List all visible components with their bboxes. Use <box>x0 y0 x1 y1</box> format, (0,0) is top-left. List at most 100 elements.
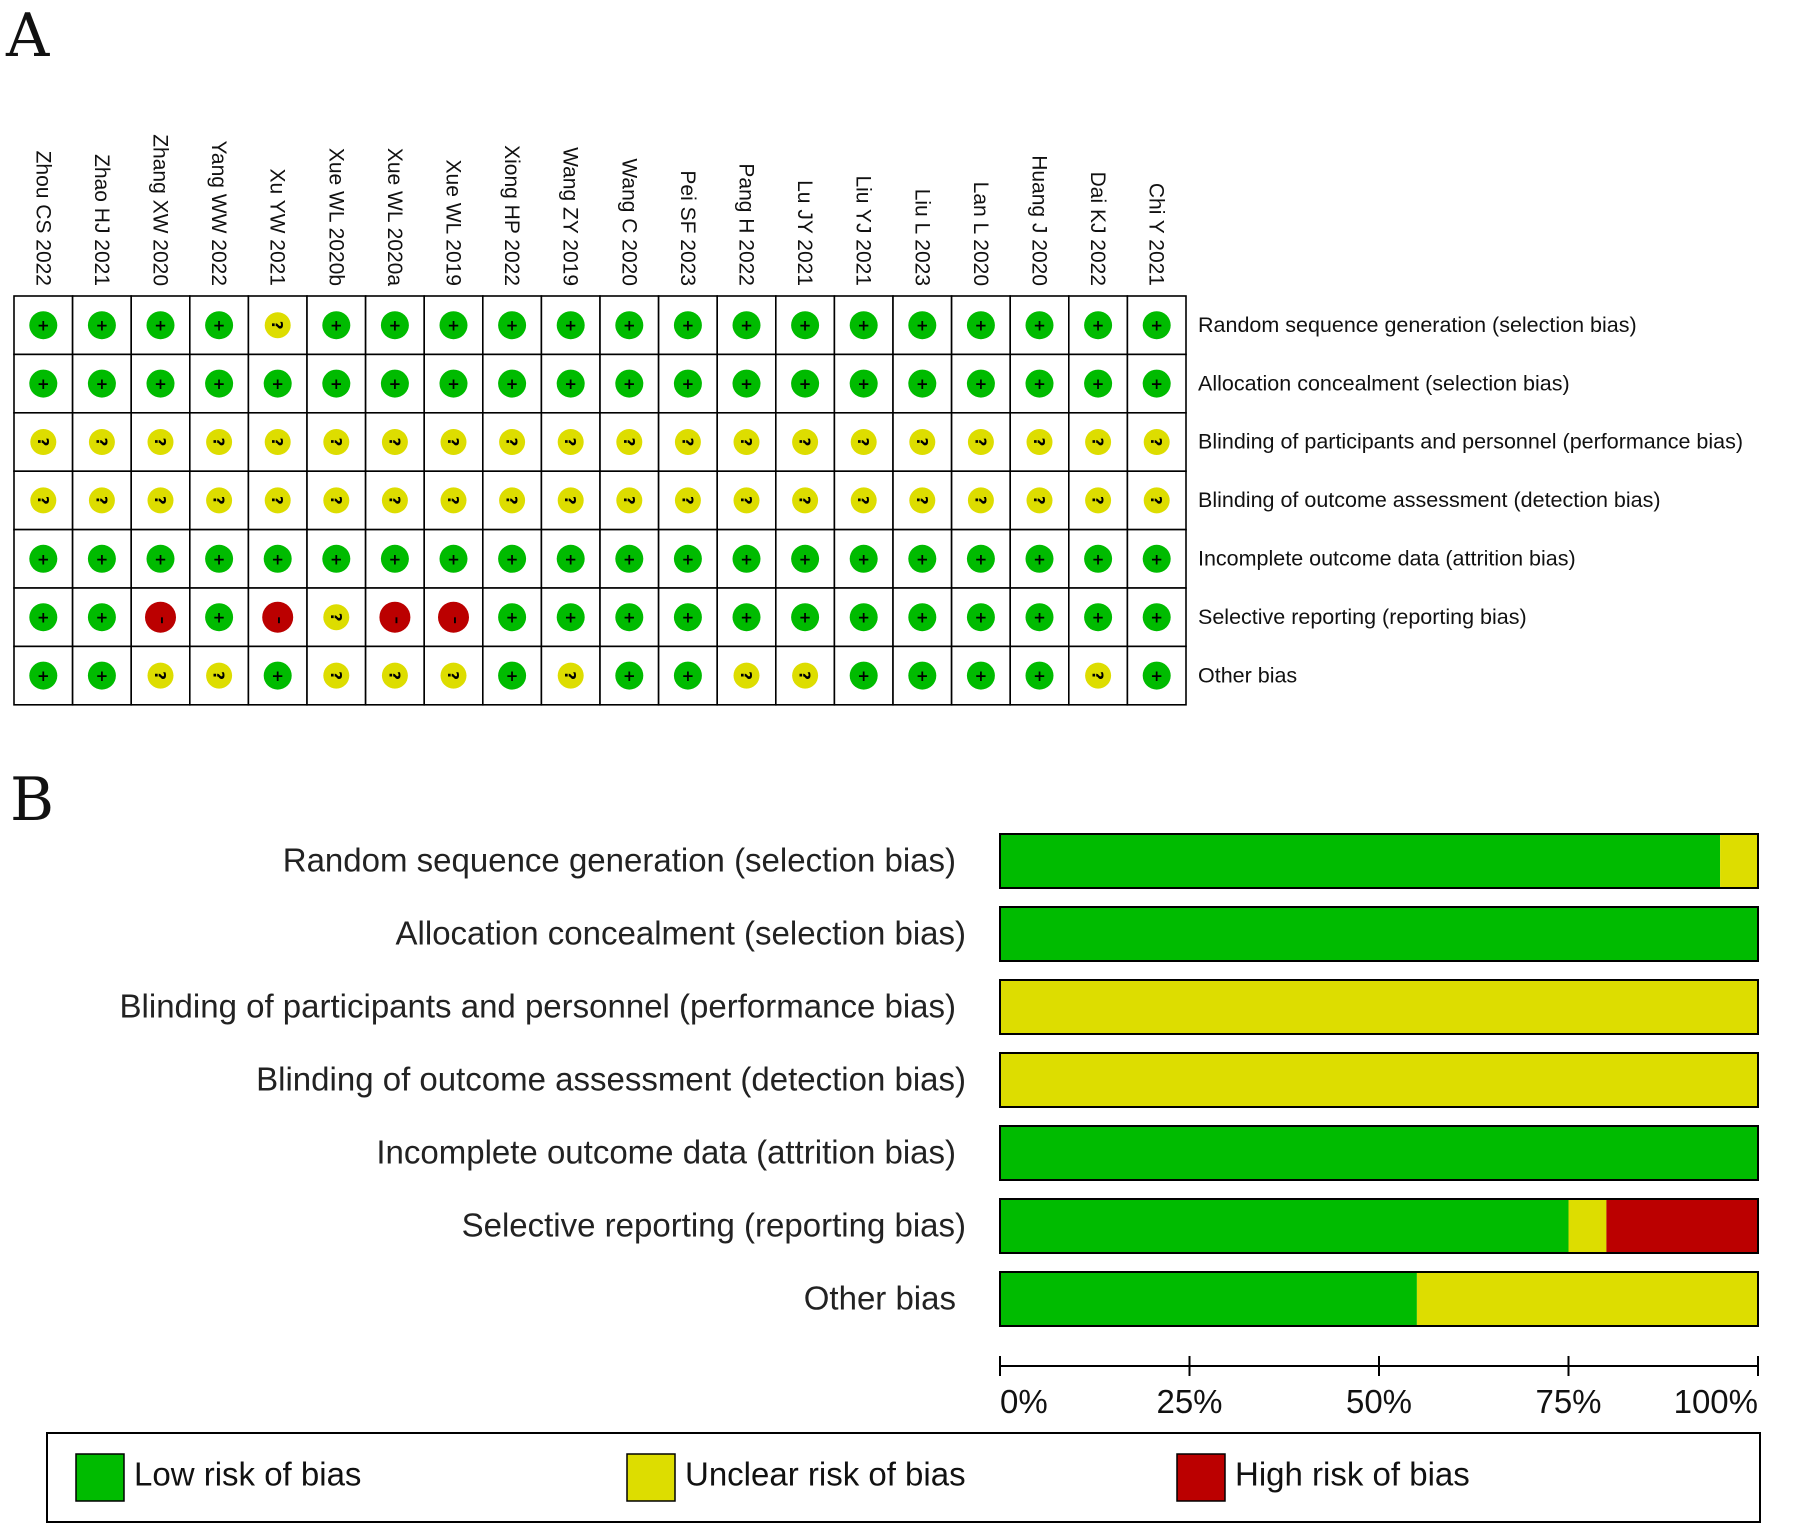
judgement-unclear <box>1143 487 1170 514</box>
judgement-unclear <box>1026 487 1053 514</box>
judgement-symbol: + <box>1092 609 1105 627</box>
study-label: Liu L 2023 <box>910 189 933 286</box>
judgement-low <box>966 661 995 690</box>
grid-cell <box>657 295 718 356</box>
judgement-unclear <box>1143 429 1170 455</box>
judgement-low <box>615 369 644 398</box>
graph-domain-label: Random sequence generation (selection bi… <box>283 842 956 879</box>
judgement-symbol: ? <box>1147 496 1165 505</box>
judgement-unclear <box>264 487 291 514</box>
judgement-low <box>908 311 937 340</box>
judgement-low <box>498 661 527 690</box>
graph-domain-label: Incomplete outcome data (attrition bias) <box>376 1134 956 1171</box>
x-tick-label: 25% <box>1156 1383 1222 1420</box>
judgement-symbol: + <box>916 667 929 685</box>
study-label: Wang ZY 2019 <box>559 147 582 286</box>
judgement-unclear <box>733 662 760 689</box>
judgement-symbol: + <box>96 317 109 335</box>
judgement-symbol: ? <box>34 496 52 505</box>
bar-outline <box>999 906 1759 962</box>
judgement-low <box>556 369 585 398</box>
judgement-low <box>498 544 527 573</box>
judgement-symbol: + <box>1033 550 1046 568</box>
judgement-symbol: + <box>623 317 636 335</box>
judgement-low <box>615 311 644 340</box>
study-label: Dai KJ 2022 <box>1086 172 1109 286</box>
bar-segment-unclear <box>1568 1199 1607 1253</box>
judgement-symbol: + <box>740 609 753 627</box>
judgement-symbol: + <box>506 550 519 568</box>
judgement-symbol: ? <box>268 496 286 505</box>
judgement-symbol: + <box>37 317 50 335</box>
judgement-symbol: + <box>682 375 695 393</box>
judgement-low <box>87 311 116 340</box>
judgement-symbol: ? <box>385 438 403 447</box>
judgement-unclear <box>909 429 936 455</box>
judgement-symbol: + <box>623 550 636 568</box>
judgement-symbol: + <box>96 550 109 568</box>
judgement-symbol: – <box>271 616 289 624</box>
judgement-low <box>29 311 58 340</box>
judgement-symbol: ? <box>210 438 228 447</box>
judgement-unclear <box>792 487 819 514</box>
judgement-symbol: ? <box>1030 438 1048 447</box>
judgement-unclear <box>674 429 701 455</box>
study-label: Zhou CS 2022 <box>31 151 54 286</box>
judgement-symbol: + <box>1150 609 1163 627</box>
judgement-unclear <box>1026 429 1053 455</box>
study-label: Xue WL 2020b <box>324 148 347 286</box>
judgement-symbol: + <box>506 667 519 685</box>
judgement-unclear <box>440 487 467 514</box>
judgement-symbol: ? <box>268 438 286 447</box>
judgement-symbol: ? <box>971 496 989 505</box>
judgement-symbol: + <box>1150 550 1163 568</box>
judgement-symbol: ? <box>913 438 931 447</box>
judgement-unclear <box>323 487 350 514</box>
judgement-symbol: + <box>213 609 226 627</box>
bar-segment-low <box>1000 1272 1417 1326</box>
judgement-high <box>379 601 411 633</box>
judgement-symbol: ? <box>151 496 169 505</box>
judgement-unclear <box>88 487 115 514</box>
judgement-unclear <box>850 429 877 455</box>
judgement-symbol: ? <box>1089 496 1107 505</box>
judgement-low <box>380 311 409 340</box>
judgement-symbol: + <box>857 550 870 568</box>
judgement-low <box>556 311 585 340</box>
judgement-symbol: ? <box>737 438 755 447</box>
judgement-low <box>849 311 878 340</box>
judgement-symbol: + <box>740 550 753 568</box>
judgement-low <box>146 544 175 573</box>
grid-cell <box>189 528 250 589</box>
judgement-high <box>262 601 294 633</box>
judgement-symbol: + <box>213 550 226 568</box>
grid-cell <box>71 411 132 472</box>
judgement-symbol: + <box>271 550 284 568</box>
judgement-low <box>673 311 702 340</box>
judgement-symbol: ? <box>503 496 521 505</box>
judgement-unclear <box>967 487 994 514</box>
judgement-low <box>1084 311 1113 340</box>
judgement-symbol: + <box>96 375 109 393</box>
judgement-symbol: ? <box>1089 438 1107 447</box>
summary-domain-label: Allocation concealment (selection bias) <box>1198 371 1570 395</box>
judgement-low <box>1142 369 1171 398</box>
grid-cell <box>599 645 660 706</box>
study-label: Wang C 2020 <box>617 158 640 286</box>
grid-cell <box>950 353 1011 414</box>
judgement-symbol: + <box>975 317 988 335</box>
legend-swatch-low <box>75 1453 125 1502</box>
judgement-symbol: ? <box>151 671 169 680</box>
study-label: Pei SF 2023 <box>676 170 699 286</box>
judgement-symbol: ? <box>561 496 579 505</box>
judgement-symbol: + <box>564 317 577 335</box>
judgement-symbol: + <box>1033 317 1046 335</box>
judgement-unclear <box>30 487 57 514</box>
judgement-unclear <box>616 429 643 455</box>
judgement-low <box>439 369 468 398</box>
judgement-symbol: ? <box>561 671 579 680</box>
study-label: Zhao HJ 2021 <box>90 154 113 286</box>
judgement-unclear <box>792 662 819 689</box>
judgement-symbol: + <box>37 609 50 627</box>
